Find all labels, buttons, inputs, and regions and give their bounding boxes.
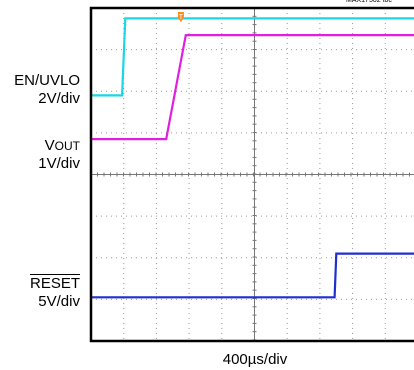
vout-name: VOUT — [44, 137, 80, 154]
trigger-marker-label: T — [179, 14, 184, 21]
trace-vout — [91, 33, 414, 141]
vout-label: VOUT 1V/div — [10, 137, 80, 173]
en-uvlo-scale: 2V/div — [38, 90, 80, 107]
en-uvlo-label: EN/UVLO 2V/div — [10, 72, 80, 108]
x-axis-label: 400µs/div — [222, 351, 288, 368]
trigger-marker-icon — [177, 12, 184, 22]
trace-reset — [91, 252, 414, 299]
en-uvlo-name: EN/UVLO — [14, 72, 80, 89]
reset-label: RESET 5V/div — [10, 275, 80, 311]
vout-scale: 1V/div — [38, 155, 80, 172]
reset-scale: 5V/div — [38, 293, 80, 310]
trace-en-uvlo — [91, 17, 414, 97]
reset-name: RESET — [29, 275, 80, 292]
plot-frame — [89, 6, 414, 343]
figure-id: MAX17502 toc — [346, 0, 392, 4]
